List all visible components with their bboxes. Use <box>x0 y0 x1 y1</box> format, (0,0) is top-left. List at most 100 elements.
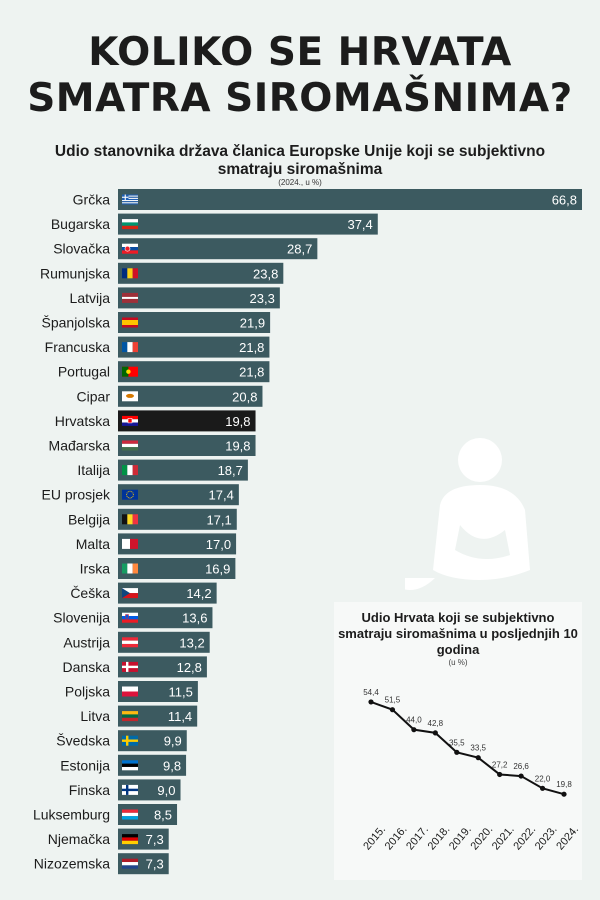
bar-row: Španjolska 21,9 <box>42 312 271 333</box>
bar-row: Francuska 21,8 <box>45 336 270 358</box>
bar-value-label: 66,8 <box>552 193 577 208</box>
bar-row: Malta 17,0 <box>76 533 237 555</box>
bar-row: Belgija 17,1 <box>68 508 237 530</box>
bar-value-label: 37,4 <box>347 217 372 232</box>
bar-row: Poljska 11,5 <box>65 681 198 702</box>
category-label: Portugal <box>58 364 110 380</box>
year-tick-label: 2020. <box>468 824 495 853</box>
bar-row: Italija 18,7 <box>77 459 248 481</box>
bar-row: Rumunjska 23,8 <box>40 262 284 284</box>
category-label: Francuska <box>45 339 111 355</box>
bar <box>118 508 237 530</box>
year-tick-label: 2021. <box>490 824 517 853</box>
austria-flag-icon <box>122 637 138 648</box>
chart-subtitle: Udio stanovnika država članica Europske … <box>54 143 546 178</box>
bar-value-label: 20,8 <box>232 389 257 404</box>
bar <box>118 262 284 284</box>
category-label: Hrvatska <box>55 413 110 429</box>
sweden-flag-icon <box>122 735 138 746</box>
latvia-flag-icon <box>122 292 138 303</box>
luxembourg-flag-icon <box>122 809 138 820</box>
category-label: Danska <box>63 659 111 675</box>
ireland-flag-icon <box>122 563 138 574</box>
bar-row: EU prosjek 17,4 <box>42 484 239 506</box>
bar-value-label: 17,4 <box>209 488 234 503</box>
bar-row: Češka 14,2 <box>70 582 217 604</box>
bar-value-label: 7,3 <box>146 857 164 872</box>
category-label: Irska <box>80 561 111 577</box>
trend-point <box>561 791 567 797</box>
bar <box>118 730 187 752</box>
trend-point <box>475 755 481 761</box>
year-tick-label: 2017. <box>404 824 431 853</box>
bar <box>118 312 271 333</box>
bar <box>118 853 169 875</box>
title-line-1: KOLIKO SE HRVATA <box>88 30 512 75</box>
spain-flag-icon <box>122 317 138 328</box>
trend-point <box>368 699 374 705</box>
category-label: Italija <box>77 462 110 478</box>
czechia-flag-icon <box>122 588 138 599</box>
year-tick-label: 2016. <box>383 824 410 853</box>
bar <box>118 656 207 678</box>
bar <box>118 213 378 235</box>
bar <box>118 410 256 432</box>
bar-row: Švedska 9,9 <box>56 730 187 752</box>
bar <box>118 336 270 358</box>
italy-flag-icon <box>122 465 138 476</box>
bar-value-label: 8,5 <box>154 808 172 823</box>
bar-row: Luksemburg 8,5 <box>33 804 178 825</box>
bar-value-label: 21,8 <box>239 340 264 355</box>
trend-point <box>539 785 546 791</box>
bar-row: Cipar 20,8 <box>77 385 263 407</box>
bar <box>118 582 217 604</box>
bar-row: Slovačka 28,7 <box>53 238 318 260</box>
bulgaria-flag-icon <box>122 219 138 230</box>
bar-row: Irska 16,9 <box>80 558 236 579</box>
bar-row: Nizozemska 7,3 <box>34 853 169 875</box>
bar-row: Bugarska 37,4 <box>51 213 378 235</box>
bar-value-label: 16,9 <box>205 562 230 577</box>
category-label: Cipar <box>77 388 111 404</box>
trend-point <box>454 749 460 755</box>
bar <box>118 631 210 653</box>
trend-line <box>370 700 565 796</box>
trend-point <box>497 771 503 778</box>
bar-row: Austrija 13,2 <box>63 631 210 653</box>
year-tick-label: 2024. <box>554 824 581 853</box>
year-tick-label: 2019. <box>447 824 474 853</box>
trend-value-label: 33,5 <box>470 744 486 753</box>
bar-row: Grčka 66,8 <box>73 189 582 210</box>
bar <box>118 828 169 850</box>
bar <box>118 459 248 481</box>
portugal-flag-icon <box>122 366 138 377</box>
trend-point <box>432 730 438 736</box>
trend-value-label: 26,6 <box>513 762 529 771</box>
category-label: Slovenija <box>53 610 110 626</box>
bar <box>118 238 318 260</box>
slovakia-flag-icon <box>122 243 138 254</box>
bar-row: Portugal 21,8 <box>58 361 270 383</box>
category-label: Finska <box>69 782 110 798</box>
bar-row: Danska 12,8 <box>63 656 207 678</box>
bar-value-label: 11,4 <box>168 709 192 724</box>
category-label: Bugarska <box>51 216 110 232</box>
bar <box>118 385 263 407</box>
trend-value-label: 51,5 <box>385 696 401 705</box>
bar <box>118 705 198 727</box>
bar-value-label: 11,5 <box>169 685 193 700</box>
belgium-flag-icon <box>122 514 138 525</box>
trend-point <box>411 727 417 733</box>
category-label: Slovačka <box>53 241 110 257</box>
romania-flag-icon <box>122 268 138 279</box>
netherlands-flag-icon <box>122 858 138 869</box>
year-tick-label: 2018. <box>426 824 453 853</box>
category-label: Luksemburg <box>33 807 110 823</box>
bar-value-label: 9,0 <box>157 783 175 798</box>
trend-value-label: 35,5 <box>449 738 465 747</box>
bar-row: Litva 11,4 <box>80 705 198 727</box>
germany-flag-icon <box>122 834 138 845</box>
bar <box>118 558 236 579</box>
greece-flag-icon <box>122 194 138 205</box>
